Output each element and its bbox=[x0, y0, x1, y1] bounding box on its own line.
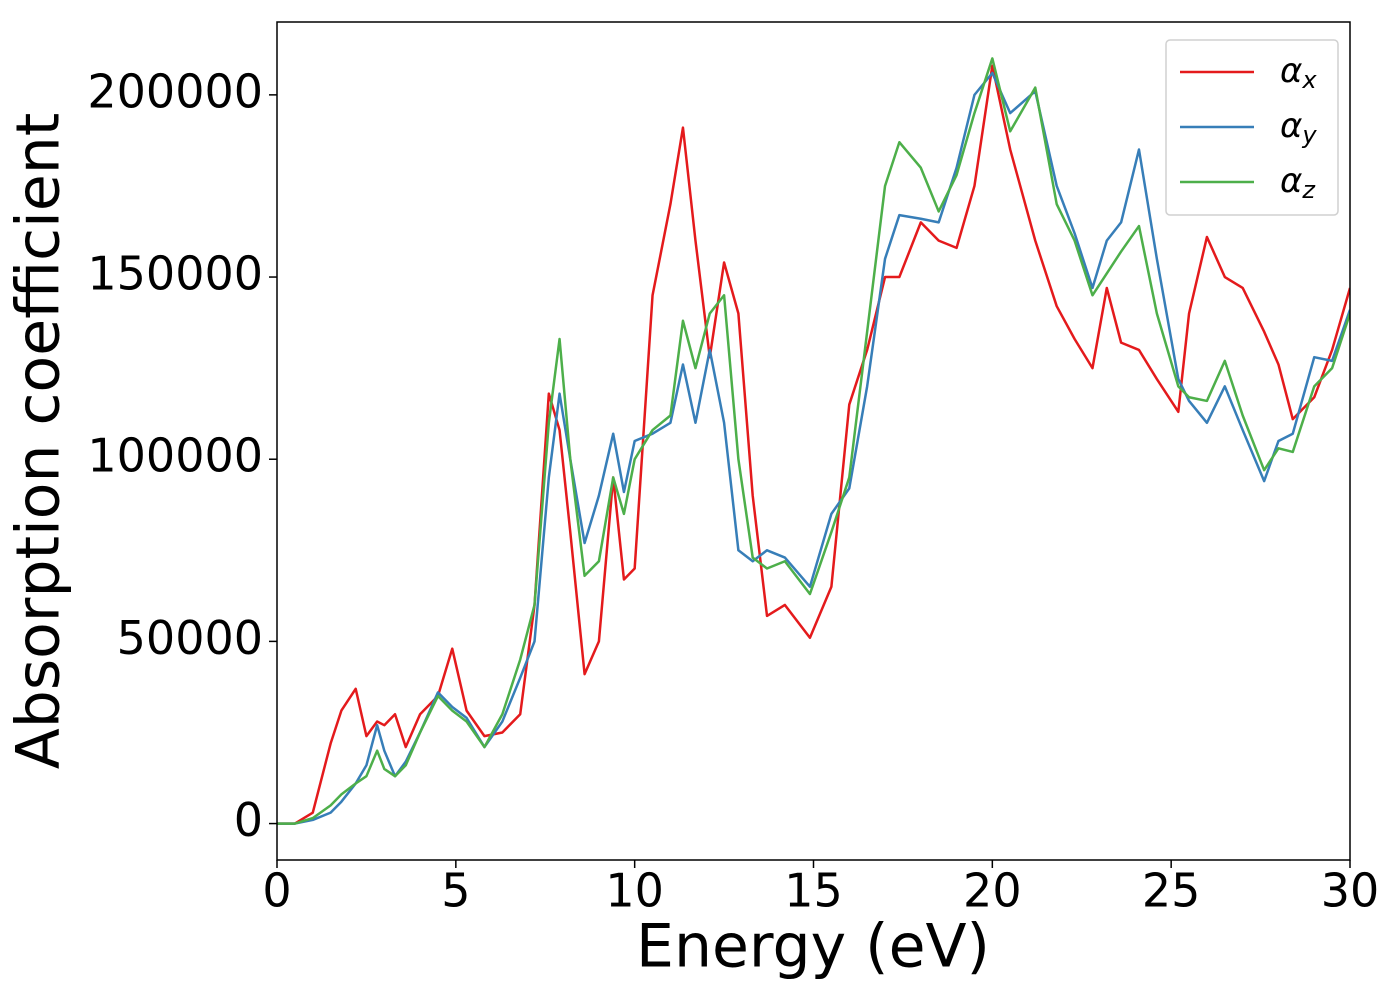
y-tick-label: 0 bbox=[234, 793, 263, 847]
x-tick-label: 25 bbox=[1142, 864, 1201, 918]
x-tick-label: 15 bbox=[784, 864, 843, 918]
x-tick-label: 10 bbox=[605, 864, 664, 918]
plot-frame bbox=[276, 21, 1351, 861]
x-tick-label: 20 bbox=[963, 864, 1022, 918]
y-axis-label: Absorption coefficient bbox=[4, 113, 74, 770]
series-line bbox=[277, 64, 1350, 825]
x-tick-label: 0 bbox=[262, 864, 291, 918]
x-tick-label: 5 bbox=[441, 864, 470, 918]
legend-label: αy bbox=[1280, 106, 1317, 150]
x-tick-label: 30 bbox=[1321, 864, 1380, 918]
y-tick-label: 50000 bbox=[117, 611, 263, 665]
y-tick-label: 200000 bbox=[87, 64, 263, 118]
y-tick-label: 100000 bbox=[87, 429, 263, 483]
legend-label: αz bbox=[1280, 161, 1316, 205]
series-line bbox=[277, 57, 1350, 825]
legend-label: αx bbox=[1280, 51, 1317, 95]
y-tick-label: 150000 bbox=[87, 247, 263, 301]
x-axis-label: Energy (eV) bbox=[636, 912, 990, 982]
